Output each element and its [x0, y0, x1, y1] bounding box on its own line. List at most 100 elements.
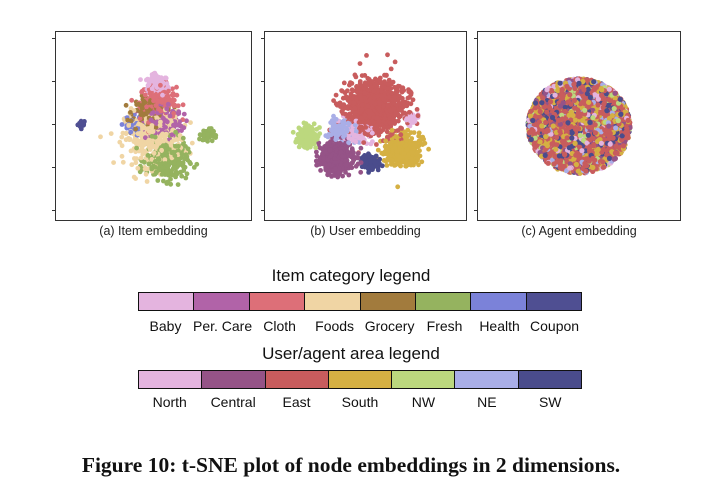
- scatter-point: [128, 110, 133, 115]
- scatter-point: [387, 115, 393, 121]
- scatter-point: [350, 147, 355, 153]
- scatter-point: [184, 118, 189, 124]
- scatter-point: [357, 61, 363, 66]
- scatter-point: [317, 131, 323, 136]
- scatter-point: [339, 88, 345, 94]
- scatter-point: [176, 122, 181, 128]
- scatter-point: [189, 140, 195, 146]
- scatter-point: [165, 179, 171, 185]
- scatter-point: [142, 100, 148, 105]
- y-tick: [52, 38, 56, 39]
- scatter-point: [290, 129, 296, 135]
- scatter-point: [358, 160, 364, 166]
- scatter-point: [159, 147, 164, 153]
- scatter-point: [348, 80, 353, 85]
- scatter-point: [150, 129, 156, 134]
- scatter-point: [98, 134, 103, 140]
- scatter-point: [123, 102, 129, 108]
- scatter-point: [144, 104, 149, 110]
- scatter-point: [414, 107, 420, 112]
- scatter-point: [197, 132, 203, 138]
- scatter-point: [410, 97, 416, 103]
- scatter-point: [169, 132, 175, 138]
- scatter-point: [351, 133, 357, 139]
- scatter-point: [426, 146, 431, 152]
- scatter-point: [132, 156, 137, 161]
- scatter-point: [386, 94, 392, 100]
- scatter-point: [346, 140, 351, 145]
- scatter-point: [333, 116, 339, 122]
- scatter-point: [370, 139, 375, 144]
- scatter-point: [333, 128, 338, 134]
- scatter-point: [358, 169, 364, 175]
- scatter-point: [395, 111, 400, 117]
- scatter-point: [341, 134, 346, 140]
- scatter-point: [400, 159, 406, 164]
- scatter-point: [356, 155, 361, 161]
- scatter-point: [188, 161, 193, 167]
- scatter-point: [164, 169, 170, 175]
- scatter-point: [374, 115, 380, 121]
- scatter-point: [409, 136, 415, 141]
- scatter-point: [375, 94, 380, 99]
- y-tick: [474, 124, 478, 125]
- scatter-point: [416, 162, 421, 168]
- scatter-point: [179, 173, 185, 179]
- scatter-point: [379, 163, 385, 169]
- scatter-point: [139, 105, 145, 111]
- scatter-point: [111, 160, 116, 166]
- scatter-point: [392, 163, 397, 168]
- scatter-point: [390, 115, 396, 121]
- scatter-point: [133, 160, 139, 166]
- scatter-point: [143, 171, 149, 177]
- scatter-point: [170, 97, 176, 103]
- scatter-point: [376, 99, 382, 105]
- scatter-point: [160, 143, 166, 149]
- scatter-point: [371, 115, 376, 120]
- scatter-point: [119, 134, 125, 140]
- scatter-point: [310, 126, 315, 132]
- scatter-point: [205, 132, 210, 138]
- scatter-point: [358, 83, 364, 88]
- scatter-point: [339, 153, 345, 159]
- scatter-point: [131, 174, 137, 180]
- scatter-point: [388, 132, 393, 138]
- scatter-point: [358, 145, 364, 151]
- scatter-point: [317, 161, 323, 167]
- scatter-point: [406, 109, 412, 115]
- scatter-point: [313, 145, 319, 151]
- scatter-point: [149, 90, 154, 95]
- scatter-point: [326, 162, 332, 168]
- scatter-point: [348, 153, 353, 159]
- scatter-point: [405, 127, 411, 133]
- scatter-point: [387, 140, 393, 146]
- scatter-point: [178, 169, 184, 175]
- scatter-point: [161, 178, 166, 184]
- scatter-point: [340, 111, 346, 116]
- scatter-point: [152, 134, 158, 140]
- scatter-point: [153, 124, 159, 130]
- scatter-point: [142, 131, 148, 136]
- y-tick: [52, 167, 56, 168]
- scatter-point: [363, 125, 369, 130]
- scatter-point: [336, 170, 341, 175]
- scatter-point: [162, 134, 167, 139]
- agent-embedding-scatter: [525, 76, 633, 176]
- scatter-point: [411, 162, 416, 168]
- scatter-point: [398, 132, 404, 138]
- scatter-point: [164, 106, 170, 112]
- scatter-point: [404, 147, 410, 153]
- scatter-point: [119, 122, 125, 127]
- scatter-point: [194, 161, 200, 167]
- scatter-point: [354, 96, 359, 102]
- scatter-point: [185, 146, 191, 152]
- scatter-point: [362, 131, 368, 136]
- scatter-point: [352, 122, 358, 128]
- scatter-point: [301, 120, 307, 126]
- scatter-point: [171, 122, 176, 128]
- scatter-point: [392, 121, 397, 126]
- y-tick: [52, 81, 56, 82]
- scatter-point: [346, 135, 352, 141]
- scatter-point: [162, 157, 168, 162]
- scatter-point: [142, 92, 148, 98]
